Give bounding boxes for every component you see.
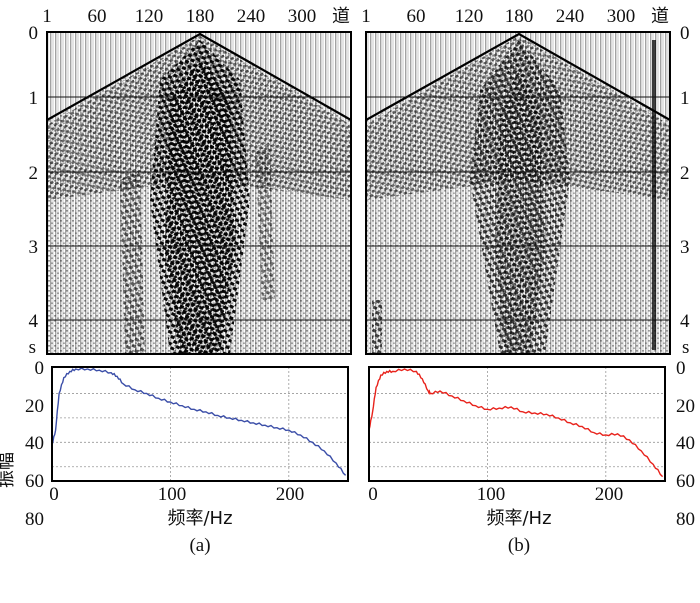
spectrum-curve-a	[51, 367, 347, 476]
amp-tick-a-3: 60	[25, 471, 44, 492]
time-tick-l-0: 0	[29, 23, 39, 44]
spectrum-chart-b: 0 20 40 60 80 0 100 200 频率/Hz (b)	[368, 358, 695, 556]
time-tick-l-1: 1	[29, 88, 39, 109]
grid-a	[52, 367, 348, 481]
time-unit-l: s	[29, 337, 36, 358]
trace-tick-b-0: 1	[361, 6, 371, 27]
freq-tick-b-0: 0	[368, 484, 378, 505]
spectrum-curve-b	[368, 368, 664, 478]
time-unit-r: s	[682, 337, 689, 358]
time-tick-r-0: 0	[680, 23, 690, 44]
amp-tick-b-0: 0	[676, 358, 686, 379]
amp-tick-a-4: 80	[25, 509, 44, 530]
trace-tick-b-5: 300	[607, 6, 636, 27]
amp-tick-b-4: 80	[676, 509, 695, 530]
time-axis-right: 0 1 2 3 4 s	[680, 23, 690, 358]
freq-tick-a-0: 0	[49, 484, 59, 505]
trace-tick-a-4: 240	[237, 6, 266, 27]
time-tick-r-4: 4	[680, 311, 690, 332]
trace-tick-a-3: 180	[186, 6, 215, 27]
time-tick-r-3: 3	[680, 237, 690, 258]
freq-axis-label-a: 频率/Hz	[167, 508, 232, 529]
freq-tick-a-1: 100	[158, 484, 187, 505]
amp-tick-a-0: 0	[35, 358, 45, 379]
amp-tick-b-1: 20	[676, 396, 695, 417]
freq-tick-b-2: 200	[595, 484, 624, 505]
trace-tick-b-4: 240	[556, 6, 585, 27]
trace-tick-a-1: 60	[88, 6, 107, 27]
time-tick-l-3: 3	[29, 237, 39, 258]
trace-tick-b-1: 60	[407, 6, 426, 27]
trace-axis-top: 1 60 120 180 240 300 道 1 60 120 180 240 …	[42, 6, 669, 27]
trace-unit-b: 道	[651, 6, 669, 27]
trace-tick-a-5: 300	[288, 6, 317, 27]
time-tick-r-2: 2	[680, 163, 690, 184]
time-tick-l-2: 2	[29, 163, 39, 184]
amp-tick-a-2: 40	[25, 433, 44, 454]
panel-caption-b: (b)	[508, 535, 530, 556]
seismic-panel-b	[365, 31, 671, 355]
trace-tick-a-0: 1	[42, 6, 52, 27]
freq-ticks-a: 0 100 200	[49, 484, 304, 505]
freq-tick-b-1: 100	[477, 484, 506, 505]
freq-tick-a-2: 200	[276, 484, 305, 505]
trace-tick-b-2: 120	[455, 6, 484, 27]
panel-caption-a: (a)	[189, 535, 210, 556]
amp-ticks-b: 0 20 40 60 80	[676, 358, 695, 530]
trace-unit-a: 道	[332, 6, 350, 27]
time-tick-l-4: 4	[29, 311, 39, 332]
time-tick-r-1: 1	[680, 88, 690, 109]
freq-axis-label-b: 频率/Hz	[486, 508, 551, 529]
trace-tick-a-2: 120	[135, 6, 164, 27]
amp-ticks-a: 0 20 40 60 80	[25, 358, 44, 530]
time-axis-left: 0 1 2 3 4 s	[29, 23, 39, 358]
amp-axis-label: 振幅	[0, 452, 17, 488]
amp-tick-a-1: 20	[25, 396, 44, 417]
amp-tick-b-3: 60	[676, 471, 695, 492]
seismic-panel-a	[46, 31, 352, 355]
amp-tick-b-2: 40	[676, 433, 695, 454]
freq-ticks-b: 0 100 200	[368, 484, 623, 505]
spectrum-chart-a: 0 20 40 60 80 0 100 200 频率/Hz (a)	[25, 358, 349, 556]
grid-b	[369, 367, 665, 481]
trace-tick-b-3: 180	[505, 6, 534, 27]
